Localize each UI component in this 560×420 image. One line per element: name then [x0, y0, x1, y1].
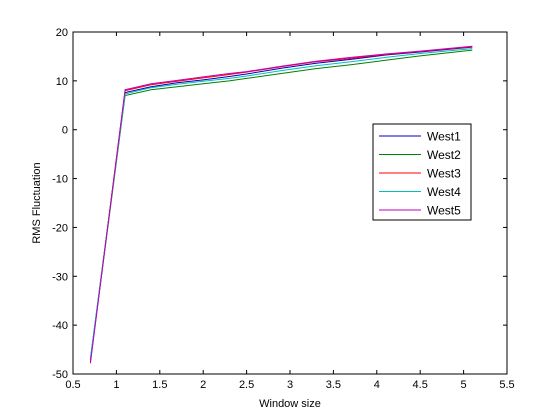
x-tick-label: 1: [113, 379, 119, 391]
x-tick-label: 3.5: [326, 379, 341, 391]
series-line-west5: [89, 45, 473, 364]
y-tick-label: 10: [56, 76, 68, 88]
y-tick-label: -20: [52, 222, 68, 234]
legend-label-west2: West2: [427, 148, 461, 162]
legend-label-west4: West4: [427, 185, 461, 199]
y-tick-label: 20: [56, 27, 68, 39]
y-tick-labels: 20 10 0 -10 -20 -30 -40 -50: [52, 27, 68, 381]
x-tick-label: 2.5: [239, 379, 254, 391]
legend-label-west1: West1: [427, 130, 461, 144]
series-line-west4: [89, 48, 473, 359]
x-tick-label: 0.5: [65, 379, 80, 391]
y-tick-label: -30: [52, 271, 68, 283]
x-tick-label: 4.5: [413, 379, 428, 391]
x-tick-label: 3: [287, 379, 293, 391]
y-tick-label: 0: [62, 125, 68, 137]
x-tick-label: 1.5: [152, 379, 167, 391]
y-tick-label: -50: [52, 369, 68, 381]
x-tick-label: 4: [374, 379, 380, 391]
y-tick-label: -10: [52, 174, 68, 186]
x-tick-label: 2: [200, 379, 206, 391]
x-tick-label: 5.5: [499, 379, 514, 391]
series-line-west2: [89, 49, 473, 361]
series-lines: [89, 45, 473, 364]
legend-box: [372, 123, 472, 221]
legend-label-west3: West3: [427, 167, 461, 181]
tick-marks: [72, 31, 508, 375]
y-axis-label: RMS Fluctuation: [31, 162, 43, 243]
legend: West1 West2 West3 West4 West5: [372, 123, 472, 221]
y-tick-label: -40: [52, 320, 68, 332]
x-tick-labels: 0.5 1 1.5 2 2.5 3 3.5 4 4.5 5 5.5: [65, 379, 514, 391]
legend-label-west5: West5: [427, 204, 461, 218]
x-axis-label: Window size: [259, 398, 321, 410]
x-tick-label: 5: [461, 379, 467, 391]
